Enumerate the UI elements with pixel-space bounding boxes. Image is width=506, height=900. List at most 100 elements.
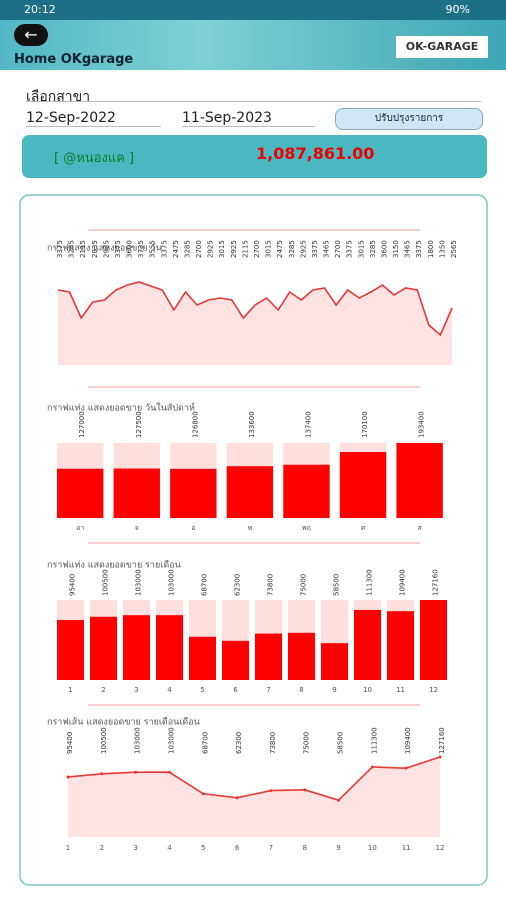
- value-label: 3555: [149, 240, 157, 258]
- value-label: 2475: [276, 240, 284, 258]
- x-tick-label: 2: [101, 686, 105, 694]
- x-tick-label: 4: [167, 844, 172, 852]
- x-tick-label: 6: [233, 686, 238, 694]
- x-tick-label: 1: [68, 686, 72, 694]
- branch-label: เลือกสาขา: [26, 89, 91, 105]
- chart-card: [19, 194, 488, 886]
- bar: [189, 636, 217, 680]
- x-tick-label: 11: [402, 844, 411, 852]
- x-tick-label: พ: [248, 524, 253, 532]
- bar: [288, 632, 316, 680]
- value-label: 95400: [66, 732, 74, 754]
- value-label: 75000: [300, 574, 308, 596]
- value-label: 2925: [207, 240, 215, 258]
- value-label: 2475: [172, 240, 180, 258]
- x-tick-label: 5: [201, 844, 205, 852]
- value-label: 1800: [427, 240, 435, 258]
- x-tick-label: 2: [100, 844, 104, 852]
- bar: [123, 615, 151, 680]
- chart-title: กราฟเส้น แสดงยอดขาย รายเดือนเดือน: [47, 717, 200, 728]
- point: [134, 770, 138, 774]
- value-label: 3285: [288, 240, 296, 258]
- x-tick-label: 4: [167, 686, 172, 694]
- summary-total: 1,087,861.00: [256, 144, 375, 163]
- bar: [57, 619, 85, 680]
- value-label: 111300: [370, 727, 378, 754]
- branch-select[interactable]: เลือกสาขา: [26, 86, 481, 105]
- value-label: 73800: [267, 574, 275, 596]
- value-label: 2565: [450, 240, 458, 258]
- bar: [283, 464, 330, 518]
- value-label: 137400: [304, 411, 312, 438]
- value-label: 2835: [91, 240, 99, 258]
- summary-box: [ @หนองแค ] 1,087,861.00: [22, 135, 487, 178]
- x-tick-label: จ: [135, 524, 139, 532]
- value-label: 3375: [346, 240, 354, 258]
- value-label: 3015: [357, 240, 365, 258]
- summary-label: [ @หนองแค ]: [54, 151, 135, 166]
- value-label: 3150: [392, 240, 400, 258]
- bar: [420, 600, 448, 680]
- value-label: 2115: [241, 240, 249, 258]
- x-tick-label: 7: [266, 686, 270, 694]
- x-tick-label: 11: [396, 686, 405, 694]
- value-label: 109400: [399, 569, 407, 596]
- value-label: 127160: [438, 727, 446, 754]
- x-tick-label: ศ: [361, 524, 366, 532]
- point: [337, 798, 341, 802]
- point: [167, 770, 171, 774]
- refresh-button[interactable]: ปรับปรุงรายการ: [335, 108, 483, 130]
- chart-title: กราฟแสดง แสดงยอดขาย วัน: [47, 244, 162, 254]
- value-label: 109400: [404, 727, 412, 754]
- x-tick-label: 12: [436, 844, 445, 852]
- x-tick-label: 3: [133, 844, 137, 852]
- point: [438, 755, 442, 759]
- point: [269, 789, 273, 793]
- x-tick-label: 1: [66, 844, 70, 852]
- header: ← OK-GARAGE Home OKgarage: [0, 20, 506, 70]
- value-label: 100500: [102, 569, 110, 596]
- back-button[interactable]: ←: [14, 24, 48, 46]
- value-label: 111300: [366, 569, 374, 596]
- bar: [113, 468, 160, 518]
- area: [68, 757, 440, 837]
- value-label: 95400: [69, 574, 77, 596]
- value-label: 3285: [369, 240, 377, 258]
- x-tick-label: 5: [200, 686, 204, 694]
- x-tick-label: อ: [191, 524, 195, 532]
- bar: [90, 616, 118, 680]
- value-label: 193400: [418, 411, 426, 438]
- value-label: 2700: [195, 240, 203, 258]
- value-label: 58500: [337, 732, 345, 754]
- value-label: 3600: [380, 240, 388, 258]
- date-to[interactable]: 11-Sep-2023: [182, 110, 315, 127]
- value-label: 2925: [299, 240, 307, 258]
- chart-title: กราฟแท่ง แสดงยอดขาย รายเดือน: [47, 560, 181, 571]
- time: 20:12: [24, 3, 56, 16]
- bar: [255, 633, 283, 680]
- bar: [226, 466, 274, 518]
- value-label: 127500: [135, 411, 143, 438]
- value-label: 62300: [234, 574, 242, 596]
- point: [66, 775, 70, 779]
- value-label: 170100: [361, 411, 369, 438]
- area: [58, 282, 452, 365]
- bar: [339, 452, 387, 518]
- x-tick-label: 8: [302, 844, 306, 852]
- value-label: 73800: [269, 732, 277, 754]
- bar: [222, 640, 250, 680]
- bar: [57, 468, 104, 518]
- x-tick-label: 10: [368, 844, 377, 852]
- value-label: 1350: [438, 240, 446, 258]
- x-tick-label: อา: [76, 524, 84, 532]
- value-label: 3375: [311, 240, 319, 258]
- x-tick-label: ส: [417, 524, 422, 532]
- point: [370, 765, 374, 769]
- value-label: 62300: [235, 732, 243, 754]
- value-label: 68700: [201, 574, 209, 596]
- date-from[interactable]: 12-Sep-2022: [26, 110, 161, 127]
- value-label: 103000: [167, 727, 175, 754]
- value-label: 3285: [68, 240, 76, 258]
